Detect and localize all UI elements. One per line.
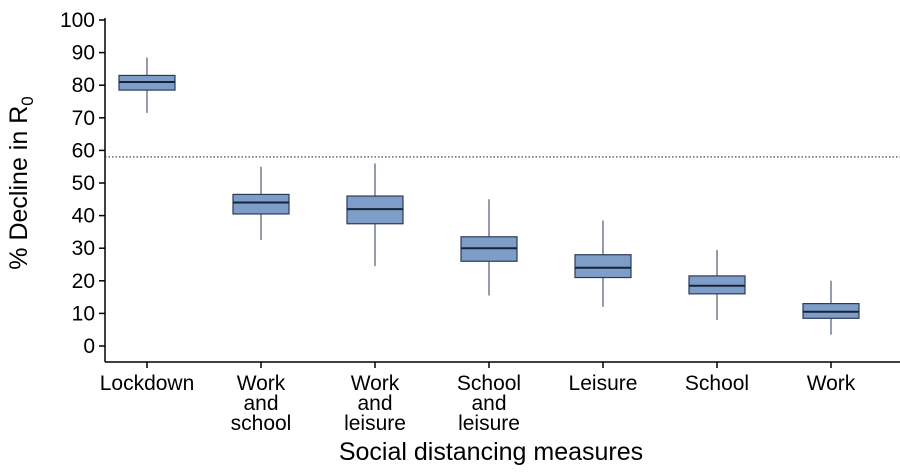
y-tick-label: 10 <box>72 302 95 325</box>
x-category-label-line: Work <box>351 372 400 395</box>
x-category-label: School and leisure <box>457 372 521 435</box>
y-tick-label: 90 <box>72 42 95 65</box>
y-tick-label: 0 <box>83 335 95 358</box>
x-category-label-line: Lockdown <box>100 372 195 395</box>
x-category-label-line: and <box>357 392 392 415</box>
x-category-label: Work and school <box>231 372 292 435</box>
box-group <box>574 220 632 307</box>
y-tick-label: 30 <box>72 237 95 260</box>
y-axis-title-subscript: 0 <box>18 96 37 105</box>
x-category-label-line: Work <box>237 372 286 395</box>
box <box>232 193 290 215</box>
x-category-label: School <box>685 372 749 395</box>
x-axis-title: Social distancing measures <box>339 438 643 466</box>
y-tick-label: 60 <box>72 139 95 162</box>
y-axis-title-main: % Decline in R <box>5 106 33 270</box>
axes: 0 10 20 30 40 50 60 70 80 90 100 <box>60 9 900 368</box>
x-category-label-line: leisure <box>458 412 520 435</box>
y-tick-label: 20 <box>72 270 95 293</box>
y-axis-title: % Decline in R0 <box>5 96 37 269</box>
y-tick-label: 40 <box>72 205 95 228</box>
boxes-group <box>118 57 860 335</box>
x-category-label-line: leisure <box>344 412 406 435</box>
box-group <box>118 57 176 113</box>
box-group <box>460 199 518 296</box>
x-category-label-line: and <box>471 392 506 415</box>
y-tick-label: 50 <box>72 172 95 195</box>
x-category-label: Work <box>807 372 856 395</box>
x-category-label: Leisure <box>569 372 638 395</box>
x-category-label-line: school <box>231 412 292 435</box>
y-tick-label: 100 <box>60 9 95 32</box>
x-category-label-line: School <box>685 372 749 395</box>
x-category-label: Work and leisure <box>344 372 406 435</box>
box-group <box>232 166 290 241</box>
box <box>574 254 632 279</box>
box-group <box>688 249 746 320</box>
x-category-label-line: School <box>457 372 521 395</box>
x-category-label-line: Work <box>807 372 856 395</box>
x-category-label-line: Leisure <box>569 372 638 395</box>
x-category-label: Lockdown <box>100 372 195 395</box>
box-group <box>802 280 860 335</box>
x-category-label-line: and <box>243 392 278 415</box>
y-tick-label: 80 <box>72 74 95 97</box>
y-tick-label: 70 <box>72 107 95 130</box>
box-group <box>346 163 404 267</box>
